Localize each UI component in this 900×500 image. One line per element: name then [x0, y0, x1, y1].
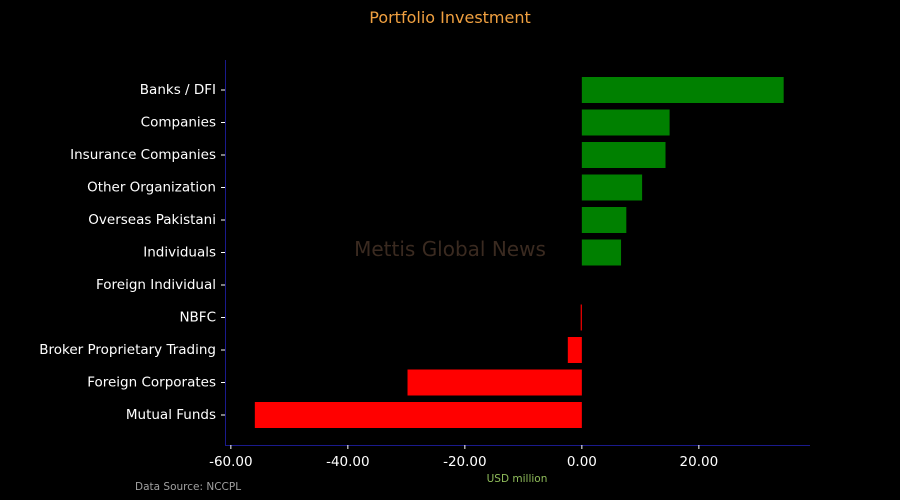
x-tick-label: 20.00 [680, 454, 719, 470]
x-tick-label: -20.00 [443, 454, 487, 470]
bar-overseas-pakistani [581, 207, 627, 233]
chart-title: Portfolio Investment [369, 8, 531, 27]
x-tick-label: -40.00 [326, 454, 370, 470]
category-label-mutual-funds: Mutual Funds [126, 407, 216, 423]
y-axis [221, 60, 226, 445]
category-label-insurance-companies: Insurance Companies [70, 147, 216, 163]
category-label-other-organization: Other Organization [87, 180, 216, 196]
x-axis-title: USD million [487, 473, 548, 485]
category-labels: Banks / DFI Companies Insurance Companies O… [39, 82, 216, 423]
category-label-foreign-individual: Foreign Individual [96, 277, 216, 293]
x-tick-label: 0.00 [567, 454, 597, 470]
bar-other-organization [581, 174, 643, 201]
watermark: Mettis Global News [354, 237, 546, 261]
category-label-nbfc: NBFC [179, 310, 216, 326]
bar-individuals [581, 239, 622, 266]
bar-broker-proprietary-trading [567, 337, 582, 363]
category-label-overseas-pakistani: Overseas Pakistani [88, 212, 216, 228]
category-label-individuals: Individuals [143, 245, 216, 261]
category-label-foreign-corporates: Foreign Corporates [87, 375, 216, 391]
bar-banks-dfi [581, 77, 784, 103]
category-label-banks-dfi: Banks / DFI [140, 82, 216, 98]
x-tick-label: -60.00 [209, 454, 253, 470]
bar-nbfc [580, 304, 582, 331]
bar-companies [581, 109, 670, 136]
source-note: Data Source: NCCPL [135, 481, 241, 493]
category-label-broker-proprietary-trading: Broker Proprietary Trading [39, 342, 216, 358]
bar-foreign-corporates [407, 369, 582, 396]
bar-mutual-funds [254, 402, 582, 428]
x-tick-labels: -60.00 -40.00 -20.00 0.00 20.00 [209, 445, 718, 470]
bars-group [254, 77, 784, 428]
category-label-companies: Companies [141, 115, 216, 131]
bar-insurance-companies [581, 142, 666, 168]
